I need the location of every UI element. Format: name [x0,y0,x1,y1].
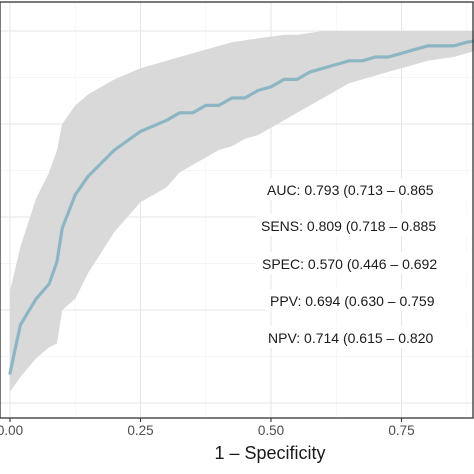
x-tick-label: 0.25 [127,423,153,438]
annotation-background-npv [263,326,474,348]
annotation-background-sens [256,214,474,236]
annotation-ppv: PPV: 0.694 (0.630 – 0.759 [270,293,435,309]
x-tick-label: 0.75 [388,423,414,438]
metrics-annotations: AUC: 0.793 (0.713 – 0.865 SENS: 0.809 (0… [256,178,474,348]
annotation-auc: AUC: 0.793 (0.713 – 0.865 [267,182,434,198]
annotation-background-ppv [265,289,474,311]
annotation-spec: SPEC: 0.570 (0.446 – 0.692 [262,256,437,272]
x-axis-ticks: 0.00 0.25 0.50 0.75 [0,418,415,438]
x-tick-label: 0.50 [258,423,284,438]
plot-panel: AUC: 0.793 (0.713 – 0.865 SENS: 0.809 (0… [0,0,474,420]
annotation-background-spec [257,252,474,274]
annotation-background-auc [262,178,474,200]
roc-curve-line [8,39,474,375]
annotation-npv: NPV: 0.714 (0.615 – 0.820 [268,330,433,346]
x-axis-title: 1 – Specificity [214,443,325,463]
confidence-band [10,31,474,392]
plot-panel-border [0,1,474,419]
x-tick-label: 0.00 [0,423,23,438]
annotation-sens: SENS: 0.809 (0.718 – 0.885 [261,218,436,234]
